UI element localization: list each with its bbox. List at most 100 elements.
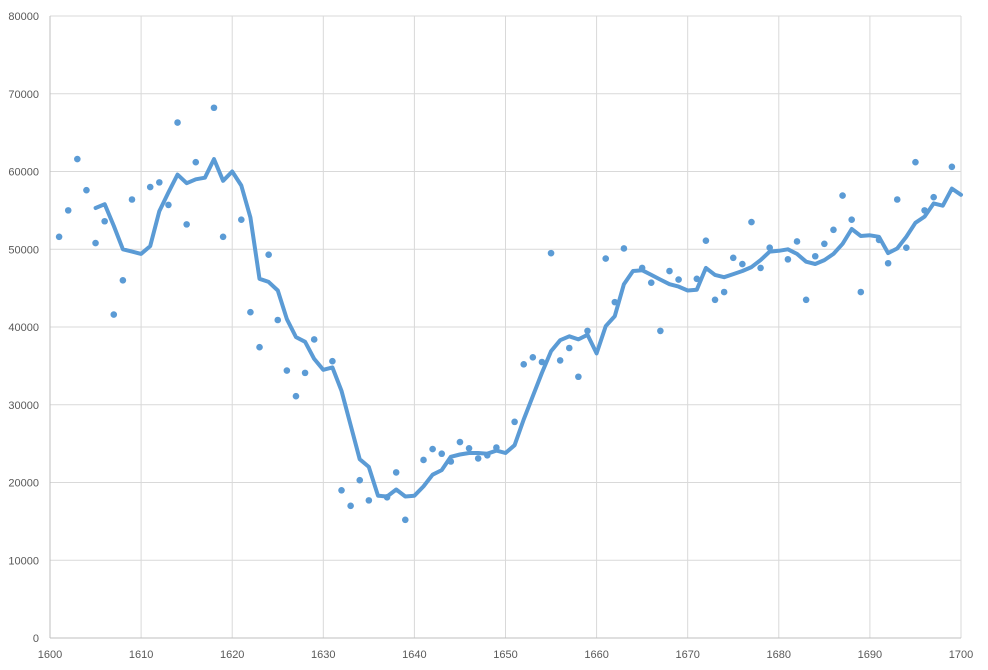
data-point — [565, 344, 573, 352]
data-point — [830, 226, 837, 234]
x-tick-label: 1610 — [129, 649, 153, 661]
data-point — [392, 469, 400, 476]
x-tick-label: 1690 — [858, 649, 882, 661]
data-point — [538, 358, 546, 366]
data-point — [247, 308, 254, 316]
data-point — [930, 193, 937, 201]
data-point — [857, 288, 865, 296]
data-point — [301, 369, 309, 377]
data-point — [174, 119, 181, 126]
x-tick-label: 1600 — [38, 649, 62, 661]
data-point — [338, 486, 345, 494]
data-point — [192, 158, 200, 166]
y-tick-label: 30000 — [8, 400, 39, 412]
data-point — [784, 256, 792, 263]
data-point — [283, 367, 291, 374]
data-point — [903, 244, 910, 251]
data-point — [238, 216, 245, 224]
data-point — [329, 357, 336, 365]
data-point — [146, 183, 154, 191]
data-point — [839, 192, 846, 199]
y-tick-label: 50000 — [8, 244, 39, 256]
data-point — [365, 497, 373, 504]
x-tick-label: 1700 — [949, 649, 973, 661]
data-point — [292, 392, 300, 400]
data-point — [848, 216, 855, 224]
y-tick-label: 20000 — [8, 478, 39, 490]
data-point — [110, 311, 118, 318]
data-point — [64, 207, 72, 214]
data-point — [474, 455, 482, 462]
data-point — [128, 196, 136, 203]
data-point — [92, 239, 99, 247]
trend-line — [93, 157, 963, 499]
data-point — [547, 249, 555, 257]
data-point — [119, 277, 127, 284]
y-tick-label: 0 — [33, 633, 39, 645]
data-point — [556, 357, 564, 364]
data-point — [793, 238, 801, 245]
data-point — [693, 275, 701, 283]
scatter-series — [55, 104, 956, 524]
data-point — [520, 361, 528, 368]
data-point — [101, 217, 108, 225]
data-point — [265, 251, 272, 258]
data-point — [811, 252, 819, 260]
data-point — [429, 445, 436, 453]
data-point — [757, 264, 764, 272]
data-point — [210, 104, 218, 112]
x-tick-label: 1680 — [767, 649, 791, 661]
data-point — [802, 296, 810, 304]
data-point — [456, 438, 464, 446]
data-point — [948, 163, 956, 171]
gridlines — [50, 15, 962, 638]
y-tick-label: 60000 — [8, 167, 39, 179]
data-point — [529, 354, 537, 361]
data-point — [356, 476, 364, 484]
data-point — [657, 327, 664, 335]
data-point — [420, 456, 427, 464]
y-tick-label: 10000 — [8, 555, 39, 567]
data-point — [729, 254, 737, 262]
data-point — [465, 444, 473, 452]
data-point — [584, 327, 591, 335]
data-point — [347, 502, 354, 510]
data-point — [666, 267, 673, 275]
data-point — [401, 516, 409, 524]
data-point — [511, 418, 518, 426]
data-point — [739, 260, 746, 268]
data-point — [256, 343, 263, 351]
data-point — [711, 296, 719, 304]
y-axis-tick-labels: 0 10000 20000 30000 40000 50000 60000 70000 8000… — [8, 11, 39, 645]
data-point — [748, 218, 755, 226]
x-tick-label: 1670 — [675, 649, 699, 661]
data-point — [183, 221, 190, 228]
data-point — [702, 237, 710, 244]
data-point — [575, 373, 582, 381]
x-tick-label: 1630 — [311, 649, 335, 661]
data-point — [675, 276, 682, 283]
x-tick-label: 1640 — [402, 649, 426, 661]
x-tick-label: 1620 — [220, 649, 244, 661]
data-point — [438, 450, 446, 458]
data-point — [83, 186, 90, 194]
data-point — [55, 233, 63, 241]
data-point — [74, 155, 81, 163]
data-point — [821, 240, 828, 248]
data-point — [156, 179, 163, 186]
data-point — [647, 279, 655, 286]
x-tick-label: 1660 — [584, 649, 608, 661]
data-point — [884, 259, 892, 267]
y-tick-label: 40000 — [8, 322, 39, 334]
data-point — [165, 201, 172, 209]
data-point — [219, 233, 227, 241]
x-tick-label: 1650 — [493, 649, 517, 661]
y-tick-label: 80000 — [8, 11, 39, 23]
data-point — [912, 158, 919, 166]
data-point — [720, 288, 728, 296]
data-point — [602, 255, 610, 262]
y-tick-label: 70000 — [8, 89, 39, 101]
data-point — [274, 316, 282, 324]
x-axis-tick-labels: 1600 1610 1620 1630 1640 1650 1660 1670 1680 1690… — [38, 649, 973, 661]
